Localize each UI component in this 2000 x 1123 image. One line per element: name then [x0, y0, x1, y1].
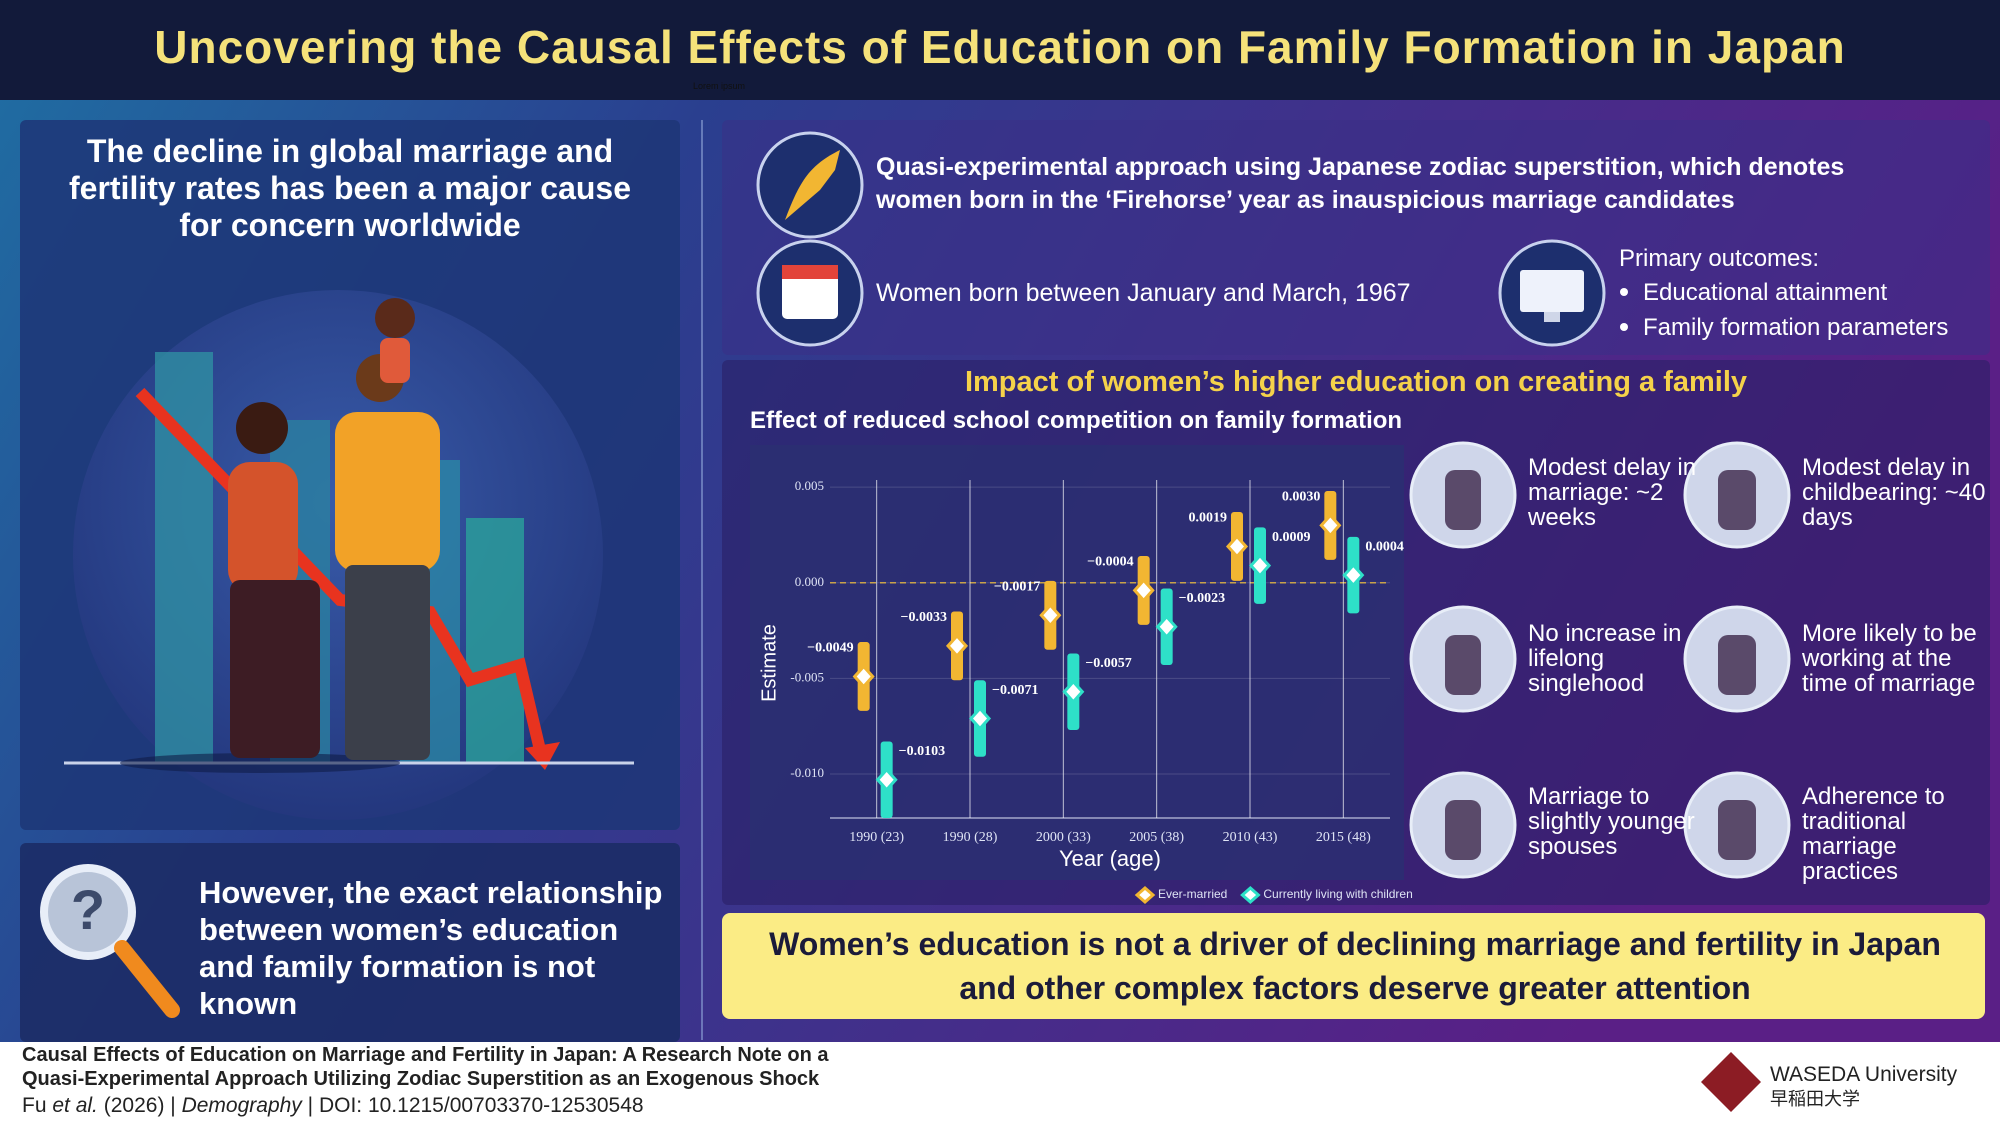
x-tick-label: 1990 (28): [943, 830, 998, 845]
y-tick-label: -0.005: [790, 669, 824, 684]
legend-swatch: [1240, 886, 1261, 904]
value-label: −0.0004: [1087, 555, 1133, 570]
value-label: −0.0071: [992, 683, 1038, 698]
outcome-item: Family formation parameters: [1643, 314, 1949, 341]
estimate-marker: [1225, 534, 1249, 559]
estimate-marker: [1319, 513, 1342, 538]
citation-part: | DOI: 10.1215/00703370-12530548: [307, 1094, 644, 1117]
outcomes-title: Primary outcomes:: [1619, 245, 1820, 272]
left-statement: The decline in global marriage and ferti…: [68, 133, 632, 243]
value-label: −0.0103: [899, 744, 945, 759]
approach-sample: Women born between January and March, 19…: [876, 279, 1411, 307]
value-label: −0.0057: [1085, 656, 1131, 671]
legend-label: Currently living with children: [1263, 887, 1412, 901]
x-tick-label: 2010 (43): [1223, 830, 1278, 845]
estimate-marker: [875, 767, 898, 792]
logo-jp: 早稲田大学: [1770, 1089, 1860, 1109]
citation-part: Fu: [22, 1094, 47, 1117]
estimate-marker: [1039, 603, 1062, 628]
value-label: −0.0023: [1179, 591, 1225, 606]
citation-part: et al.: [52, 1094, 98, 1117]
legend-label: Ever-married: [1158, 887, 1227, 901]
finding: Marriage to slightly younger spouses: [1528, 783, 1695, 860]
value-label: −0.0017: [994, 580, 1040, 595]
header-title: Uncovering the Causal Effects of Educati…: [154, 21, 1846, 73]
x-axis-label: Year (age): [1059, 846, 1161, 871]
value-label: −0.0033: [901, 610, 947, 625]
approach-method: Quasi-experimental approach using Japane…: [876, 153, 1845, 214]
estimate-marker: [1062, 679, 1085, 705]
estimate-marker: [1342, 562, 1365, 588]
value-label: 0.0009: [1272, 530, 1311, 545]
conclusion: Women’s education is not a driver of dec…: [769, 926, 1941, 1006]
outcome-item: Educational attainment: [1643, 279, 1888, 306]
paper-title: Causal Effects of Education on Marriage …: [22, 1044, 829, 1066]
value-label: −0.0049: [807, 641, 853, 656]
legend-swatch: [1134, 886, 1156, 904]
value-label: 0.0004: [1365, 539, 1404, 554]
estimate-marker: [1132, 578, 1155, 603]
x-tick-label: 2015 (48): [1316, 830, 1371, 845]
paper-title: Quasi-Experimental Approach Utilizing Zo…: [22, 1068, 820, 1090]
logo-en: WASEDA University: [1770, 1063, 1958, 1086]
estimate-marker: [968, 706, 992, 731]
chart-subtitle: Effect of reduced school competition on …: [750, 407, 1403, 434]
value-label: 0.0030: [1282, 490, 1321, 505]
y-axis-label: Estimate: [758, 624, 780, 702]
estimate-marker: [852, 664, 875, 689]
citation: Fu et al. (2026) | Demography | DOI: 10.…: [22, 1094, 644, 1118]
y-tick-label: -0.010: [790, 765, 824, 780]
finding: Modest delay in marriage: ~2 weeks: [1528, 454, 1697, 531]
estimate-marker: [1155, 614, 1178, 640]
y-tick-label: 0.005: [795, 478, 824, 493]
finding: Modest delay in childbearing: ~40 days: [1802, 454, 1986, 531]
finding: Adherence to traditional marriage practi…: [1802, 783, 1945, 885]
x-tick-label: 2005 (38): [1129, 830, 1184, 845]
x-tick-label: 1990 (23): [849, 830, 904, 845]
left-question: However, the exact relationship between …: [199, 875, 663, 1021]
header-note: Lorem ipsum: [693, 81, 746, 91]
value-label: 0.0019: [1189, 511, 1228, 526]
citation-part: (2026) |: [103, 1094, 176, 1117]
chart-title: Impact of women’s higher education on cr…: [964, 366, 1748, 398]
estimate-marker: [945, 633, 969, 659]
estimate-marker: [1248, 553, 1272, 578]
x-tick-label: 2000 (33): [1036, 830, 1091, 845]
y-tick-label: 0.000: [795, 574, 824, 589]
finding: More likely to be working at the time of…: [1802, 620, 1977, 697]
question-icon: ?: [71, 878, 105, 941]
finding: No increase in lifelong singlehood: [1528, 620, 1682, 697]
citation-part: Demography: [181, 1094, 302, 1117]
